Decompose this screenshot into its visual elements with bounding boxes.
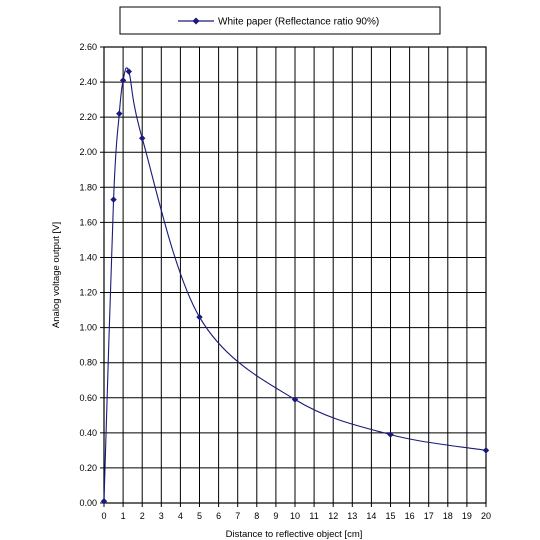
x-tick-label: 1 — [121, 511, 126, 521]
grid — [100, 46, 487, 507]
x-tick-label: 14 — [366, 511, 376, 521]
data-point — [139, 135, 146, 142]
data-point — [196, 313, 203, 321]
y-tick-label: 1.40 — [79, 252, 97, 262]
x-tick-label: 18 — [443, 511, 453, 521]
x-tick-label: 5 — [197, 511, 202, 521]
y-axis-label: Analog voltage output [V] — [51, 222, 62, 328]
y-tick-label: 2.00 — [79, 147, 97, 157]
x-tick-label: 11 — [309, 511, 318, 521]
x-tick-label: 0 — [101, 511, 106, 521]
x-tick-label: 17 — [424, 511, 434, 521]
x-tick-label: 8 — [254, 511, 259, 521]
legend-box — [119, 6, 441, 35]
data-point — [119, 77, 127, 84]
legend-label: White paper (Reflectance ratio 90%) — [218, 17, 379, 28]
y-tick-label: 0.20 — [79, 463, 97, 473]
x-tick-label: 3 — [159, 511, 164, 521]
data-point — [291, 396, 299, 403]
x-tick-label: 19 — [462, 511, 472, 521]
y-tick-label: 1.60 — [79, 217, 97, 227]
x-axis-label: Distance to reflective object [cm] — [226, 529, 363, 540]
x-tick-label: 16 — [405, 511, 415, 521]
y-tick-label: 2.40 — [79, 77, 97, 87]
y-tick-label: 1.20 — [79, 288, 97, 298]
y-tick-label: 0.00 — [79, 498, 97, 508]
data-point — [110, 196, 117, 203]
data-point — [116, 110, 123, 117]
data-point — [387, 431, 394, 438]
legend: White paper (Reflectance ratio 90%) — [119, 6, 441, 35]
x-tick-label: 10 — [290, 511, 300, 521]
x-tick-label: 7 — [235, 511, 240, 521]
data-point — [125, 68, 133, 75]
y-tick-label: 0.60 — [79, 393, 97, 403]
series — [100, 67, 490, 505]
y-tick-label: 2.60 — [79, 42, 97, 52]
x-tick-label: 9 — [273, 511, 278, 521]
x-tick-label: 6 — [216, 511, 221, 521]
y-tick-label: 1.80 — [79, 182, 97, 192]
tick-labels: 0 1 2 3 4 5 6 7 8 9 10 11 12 13 14 15 16 17 18 19 200.000.20… — [79, 42, 491, 521]
x-tick-label: 2 — [140, 511, 145, 521]
y-tick-label: 1.00 — [79, 323, 97, 333]
legend-marker — [192, 17, 200, 25]
data-point — [482, 447, 490, 454]
y-tick-label: 0.80 — [79, 358, 97, 368]
x-tick-label: 20 — [481, 511, 491, 521]
plot-frame — [103, 46, 487, 504]
y-tick-label: 0.40 — [79, 428, 97, 438]
x-tick-label: 4 — [178, 511, 183, 521]
x-tick-label: 13 — [347, 511, 357, 521]
x-tick-label: 15 — [385, 511, 395, 521]
data-point — [100, 498, 108, 505]
x-tick-label: 12 — [328, 511, 338, 521]
y-tick-label: 2.20 — [79, 112, 97, 122]
